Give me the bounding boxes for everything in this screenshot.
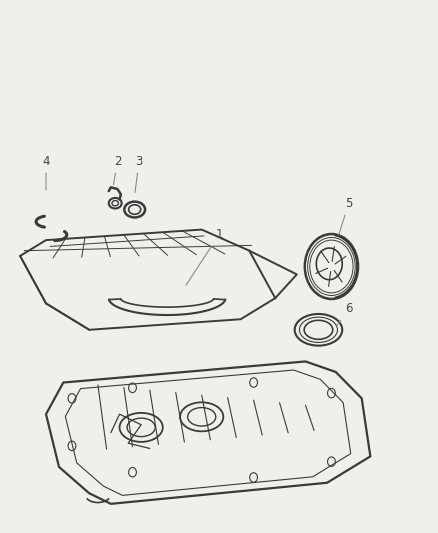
Text: 2: 2	[113, 155, 121, 184]
Text: 5: 5	[339, 197, 353, 235]
Text: 6: 6	[337, 302, 353, 325]
Text: 4: 4	[42, 155, 50, 190]
Text: 3: 3	[135, 155, 143, 192]
Text: 1: 1	[186, 228, 223, 285]
